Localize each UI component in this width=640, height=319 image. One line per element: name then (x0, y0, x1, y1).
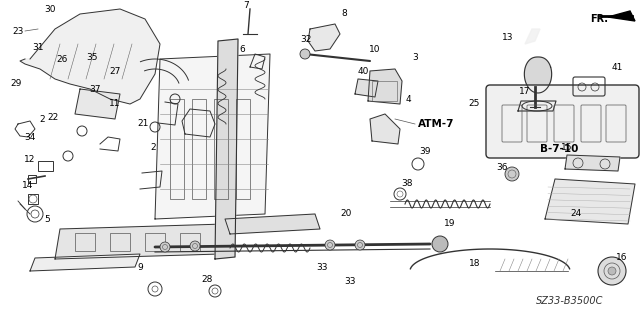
Text: 29: 29 (10, 79, 22, 88)
Text: 2: 2 (39, 115, 45, 123)
Polygon shape (518, 101, 556, 111)
Polygon shape (30, 254, 140, 271)
Text: 25: 25 (468, 100, 480, 108)
Text: 9: 9 (137, 263, 143, 271)
Text: 34: 34 (24, 132, 36, 142)
Text: FR.: FR. (590, 14, 608, 24)
Circle shape (505, 167, 519, 181)
Polygon shape (525, 29, 540, 44)
Text: 31: 31 (32, 43, 44, 53)
Text: 30: 30 (44, 4, 56, 13)
Text: 21: 21 (138, 120, 148, 129)
Text: 14: 14 (22, 182, 34, 190)
Text: SZ33-B3500C: SZ33-B3500C (536, 296, 604, 306)
Text: 20: 20 (340, 210, 352, 219)
Bar (214, 99, 228, 199)
Bar (110, 233, 130, 251)
Circle shape (608, 267, 616, 275)
Polygon shape (55, 224, 225, 259)
Bar (180, 233, 200, 251)
Bar (38, 161, 53, 171)
Polygon shape (308, 24, 340, 51)
Text: 15: 15 (561, 143, 573, 152)
Text: 8: 8 (341, 10, 347, 19)
Polygon shape (370, 114, 400, 144)
Bar (28, 194, 38, 204)
Text: 36: 36 (496, 162, 508, 172)
Polygon shape (155, 54, 270, 219)
Bar (145, 233, 165, 251)
Bar (372, 81, 397, 101)
Polygon shape (545, 179, 635, 224)
Circle shape (160, 242, 170, 252)
Text: 39: 39 (419, 146, 431, 155)
Text: 40: 40 (357, 66, 369, 76)
Text: 5: 5 (44, 214, 50, 224)
Text: 26: 26 (56, 55, 68, 63)
Text: 17: 17 (519, 86, 531, 95)
Text: 38: 38 (401, 179, 413, 188)
Bar (170, 99, 184, 199)
Bar (236, 99, 250, 199)
Polygon shape (565, 155, 620, 171)
Polygon shape (355, 79, 378, 97)
Text: 4: 4 (405, 94, 411, 103)
Text: 28: 28 (202, 275, 212, 284)
FancyBboxPatch shape (486, 85, 639, 158)
Text: 3: 3 (412, 53, 418, 62)
Text: 16: 16 (616, 253, 628, 262)
Text: 11: 11 (109, 100, 121, 108)
Text: 24: 24 (570, 210, 582, 219)
Text: 7: 7 (243, 2, 249, 11)
Text: 35: 35 (86, 54, 98, 63)
Text: B-7-10: B-7-10 (540, 144, 579, 154)
Circle shape (300, 49, 310, 59)
Bar (75, 233, 95, 251)
Text: 23: 23 (12, 26, 24, 35)
Text: 22: 22 (47, 113, 59, 122)
Circle shape (325, 240, 335, 250)
Text: 27: 27 (109, 66, 121, 76)
Bar (192, 99, 206, 199)
Text: 10: 10 (369, 44, 381, 54)
Text: 18: 18 (469, 259, 481, 269)
Text: 33: 33 (344, 277, 356, 286)
Polygon shape (225, 214, 320, 234)
Polygon shape (20, 9, 160, 104)
Text: 13: 13 (502, 33, 514, 41)
Text: 2: 2 (150, 143, 156, 152)
Circle shape (432, 236, 448, 252)
Circle shape (598, 257, 626, 285)
Text: 19: 19 (444, 219, 456, 228)
Bar (28, 175, 36, 183)
Text: 12: 12 (24, 154, 36, 164)
Text: 37: 37 (89, 85, 100, 93)
Polygon shape (608, 11, 635, 21)
Circle shape (355, 240, 365, 250)
Text: 41: 41 (611, 63, 623, 71)
Circle shape (190, 241, 200, 251)
Polygon shape (524, 57, 552, 93)
Text: 32: 32 (300, 34, 312, 43)
Text: ATM-7: ATM-7 (418, 119, 454, 129)
Polygon shape (215, 39, 238, 259)
Text: 33: 33 (316, 263, 328, 271)
Text: 6: 6 (239, 44, 245, 54)
Polygon shape (75, 89, 120, 119)
Polygon shape (368, 69, 402, 104)
